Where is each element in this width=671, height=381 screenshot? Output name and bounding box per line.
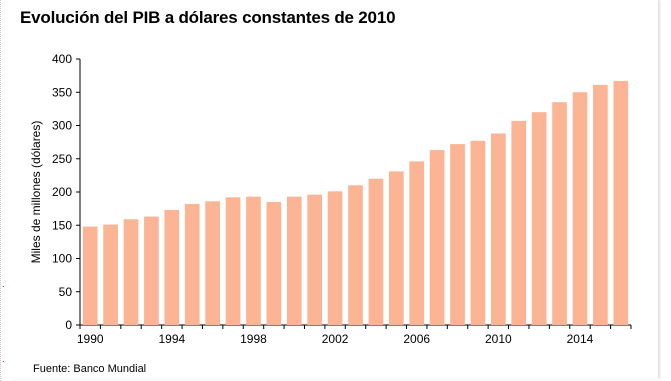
bar-2006 (409, 161, 425, 325)
x-tick-label: 2014 (567, 332, 594, 346)
y-tick-label: 350 (52, 85, 72, 99)
bar-2012 (531, 112, 547, 325)
bar-2014 (572, 92, 588, 325)
bar-1998 (246, 196, 261, 325)
y-tick-label: 150 (52, 218, 72, 232)
y-axis-label: Miles de millones (dólares) (29, 121, 43, 264)
x-tick-label: 1990 (77, 332, 104, 346)
bar-2009 (470, 140, 486, 325)
y-tick-label: 0 (65, 318, 72, 332)
bar-1990 (82, 226, 98, 325)
bar-2013 (552, 102, 567, 325)
margin-mark: . (2, 279, 5, 289)
bar-2015 (593, 84, 608, 325)
bar-1993 (144, 216, 159, 325)
x-tick-label: 1998 (240, 332, 267, 346)
x-tick-label: 2006 (403, 332, 430, 346)
y-tick-label: 300 (52, 119, 72, 133)
bar-1997 (225, 197, 241, 325)
bar-2004 (368, 178, 384, 325)
bar-2011 (511, 120, 527, 325)
y-tick-label: 250 (52, 152, 72, 166)
bar-2002 (327, 191, 343, 325)
x-axis: 1990 1994 1998 2002 2006 2010 2014 (77, 324, 632, 346)
bar-1996 (205, 201, 220, 325)
bars (82, 80, 629, 325)
bar-2000 (286, 196, 302, 325)
y-tick-label: 200 (52, 185, 72, 199)
x-tick-label: 1994 (158, 332, 185, 346)
x-tick-label: 2002 (322, 332, 349, 346)
bar-1999 (266, 201, 282, 325)
page-left-rule (0, 0, 2, 381)
source-note: Fuente: Banco Mundial (33, 363, 147, 375)
bar-1995 (184, 203, 200, 325)
bar-2008 (450, 144, 465, 325)
chart-title: Evolución del PIB a dólares constantes d… (20, 8, 396, 27)
y-axis: 0 50 100 150 200 250 300 350 400 (52, 52, 81, 332)
x-tick-label: 2010 (485, 332, 512, 346)
bar-1992 (123, 219, 139, 325)
bar-1994 (164, 209, 180, 325)
bar-2005 (388, 171, 404, 325)
margin-mark: . (2, 354, 5, 364)
bar-2001 (307, 194, 323, 325)
bar-2010 (491, 133, 506, 325)
y-tick-label: 400 (52, 52, 72, 66)
bar-1991 (103, 224, 118, 325)
bar-2007 (429, 150, 445, 325)
y-tick-label: 50 (59, 285, 73, 299)
bar-2003 (348, 185, 363, 325)
y-tick-label: 100 (52, 252, 72, 266)
bar-2016 (613, 80, 629, 325)
